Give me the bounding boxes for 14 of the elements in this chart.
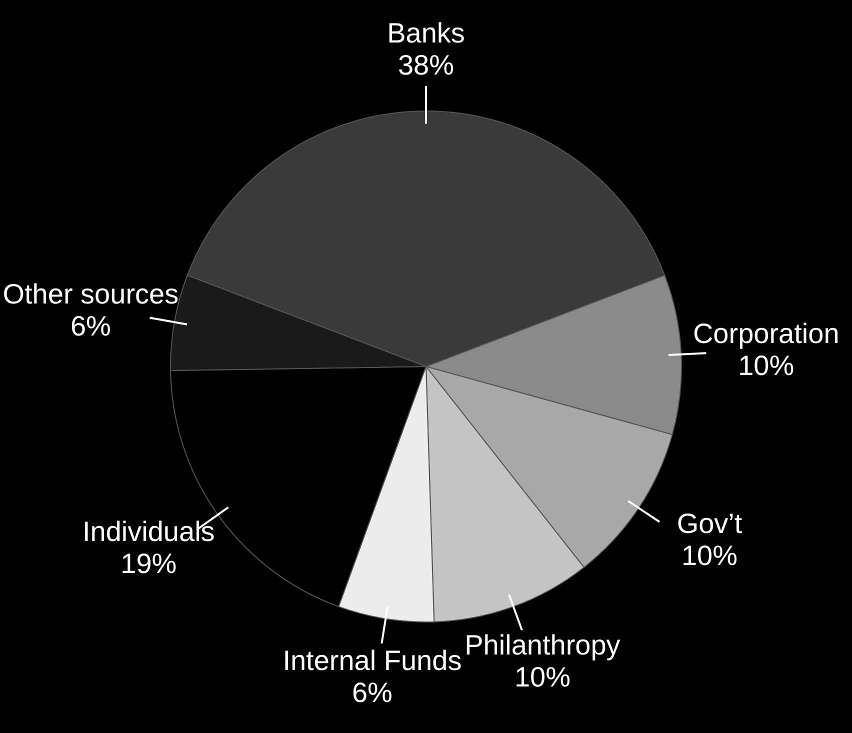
- data-label: 38%: [398, 50, 454, 81]
- slice-label: Gov’t: [676, 508, 742, 539]
- slice-label: Other sources: [2, 278, 179, 310]
- data-label: 10%: [681, 540, 738, 571]
- data-label: 6%: [70, 310, 111, 342]
- data-label: 19%: [120, 548, 177, 580]
- data-label: 10%: [738, 350, 794, 382]
- slice-label: Philanthropy: [464, 630, 620, 661]
- slice-label: Individuals: [82, 516, 215, 548]
- slice-label: Banks: [387, 18, 465, 49]
- slice-label: Internal Funds: [282, 644, 462, 676]
- slice-label: Corporation: [692, 318, 840, 350]
- data-label: 10%: [514, 662, 570, 693]
- data-label: 6%: [352, 676, 392, 708]
